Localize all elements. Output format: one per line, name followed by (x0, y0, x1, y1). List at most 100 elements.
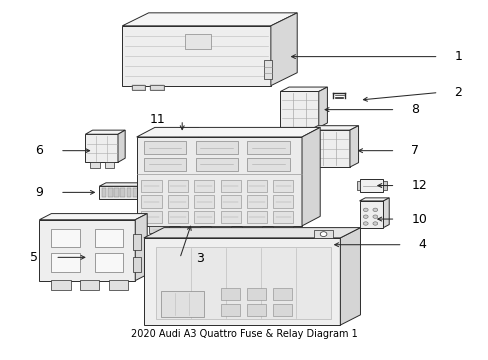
Bar (143, 141, 185, 154)
Text: 7: 7 (410, 144, 418, 157)
Bar (167, 211, 187, 223)
Text: 1: 1 (453, 50, 461, 63)
Text: 2: 2 (453, 86, 461, 99)
Polygon shape (85, 130, 125, 134)
Bar (133, 234, 141, 250)
Bar (220, 195, 240, 208)
Bar (273, 226, 293, 233)
Bar (195, 158, 237, 171)
Circle shape (372, 222, 377, 225)
Bar (194, 180, 214, 192)
Bar (247, 158, 289, 171)
Bar (356, 181, 360, 190)
Text: 11: 11 (149, 113, 165, 126)
Polygon shape (85, 134, 118, 162)
Circle shape (363, 208, 367, 212)
Polygon shape (280, 91, 318, 127)
Polygon shape (359, 198, 388, 201)
Bar (132, 85, 145, 90)
Bar (220, 180, 240, 192)
Text: 5: 5 (30, 251, 39, 264)
Bar (247, 141, 289, 154)
Bar (132, 85, 145, 90)
Polygon shape (143, 238, 340, 325)
Text: 8: 8 (410, 103, 418, 116)
Bar (273, 288, 292, 300)
Bar (156, 247, 330, 319)
Bar (198, 130, 201, 138)
Bar (273, 303, 292, 315)
Bar (194, 211, 214, 223)
Polygon shape (40, 220, 135, 281)
Bar (51, 253, 80, 272)
Bar (145, 188, 150, 197)
Bar (246, 288, 265, 300)
Bar (175, 130, 179, 138)
Bar (242, 226, 262, 233)
Bar (141, 195, 161, 208)
Polygon shape (99, 186, 154, 199)
Bar (273, 180, 293, 192)
Bar (360, 179, 383, 192)
Bar (133, 257, 141, 272)
Text: 9: 9 (35, 186, 43, 199)
Polygon shape (154, 183, 161, 199)
Polygon shape (137, 127, 320, 137)
Bar (167, 180, 187, 192)
Bar (126, 188, 131, 197)
Text: 2020 Audi A3 Quattro Fuse & Relay Diagram 1: 2020 Audi A3 Quattro Fuse & Relay Diagra… (131, 329, 357, 339)
Bar (104, 162, 114, 168)
Bar (220, 288, 239, 300)
Polygon shape (308, 130, 349, 167)
Bar (263, 60, 272, 79)
Polygon shape (302, 127, 320, 226)
Polygon shape (270, 13, 297, 86)
Bar (246, 211, 266, 223)
Polygon shape (308, 126, 358, 130)
Bar (273, 211, 293, 223)
Bar (80, 280, 99, 290)
Bar (141, 180, 161, 192)
Circle shape (363, 215, 367, 219)
Bar (51, 229, 80, 247)
Bar (139, 188, 143, 197)
Polygon shape (137, 137, 302, 226)
Bar (150, 85, 163, 90)
Bar (102, 188, 106, 197)
Bar (194, 195, 214, 208)
Bar (94, 253, 123, 272)
Polygon shape (349, 126, 358, 167)
Circle shape (320, 232, 326, 237)
Text: 6: 6 (35, 144, 43, 157)
Bar (220, 211, 240, 223)
Bar (90, 162, 100, 168)
Bar (210, 226, 231, 233)
Bar (313, 230, 332, 238)
Bar (133, 188, 137, 197)
Polygon shape (280, 87, 327, 91)
Text: 4: 4 (418, 238, 426, 251)
Bar (246, 195, 266, 208)
Bar (150, 85, 163, 90)
Bar (184, 34, 211, 49)
Bar (246, 303, 265, 315)
Polygon shape (340, 228, 360, 325)
Polygon shape (135, 213, 147, 281)
Bar (246, 180, 266, 192)
Polygon shape (318, 87, 327, 127)
Polygon shape (143, 228, 360, 238)
Bar (108, 188, 113, 197)
Polygon shape (118, 130, 125, 162)
Bar (143, 158, 185, 171)
Circle shape (372, 208, 377, 212)
Bar (114, 188, 119, 197)
Bar (120, 188, 125, 197)
Polygon shape (122, 26, 270, 86)
Bar (180, 226, 200, 233)
Bar (160, 291, 203, 316)
Bar (383, 181, 386, 190)
Text: 12: 12 (410, 179, 426, 192)
Circle shape (372, 215, 377, 219)
Polygon shape (359, 201, 383, 228)
Bar (51, 280, 70, 290)
